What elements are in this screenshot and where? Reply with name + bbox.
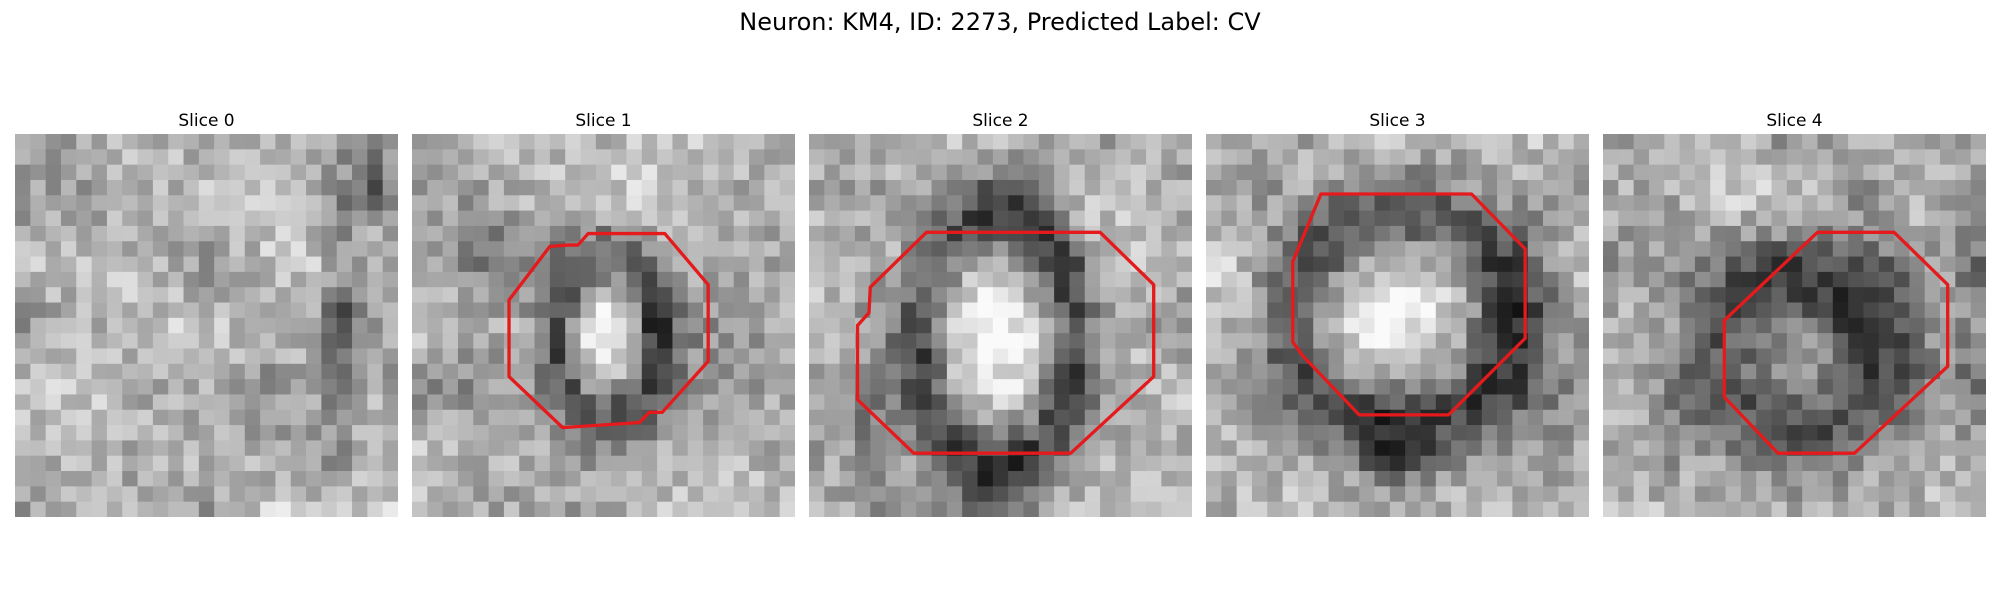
slice-image	[1206, 134, 1589, 517]
slice-title: Slice 1	[575, 111, 632, 131]
segmentation-contour	[1291, 192, 1527, 417]
segmentation-contour	[507, 231, 710, 430]
slice-panel-0: Slice 0	[15, 110, 398, 517]
slice-image	[412, 134, 795, 517]
slice-title: Slice 4	[1766, 111, 1823, 131]
pixel-grid	[412, 134, 795, 517]
slice-image	[809, 134, 1192, 517]
slice-panel-1: Slice 1	[412, 110, 795, 517]
slice-image	[15, 134, 398, 517]
slice-title: Slice 2	[972, 111, 1029, 131]
slice-title: Slice 0	[178, 111, 235, 131]
segmentation-contour	[855, 230, 1156, 455]
slice-panel-3: Slice 3	[1206, 110, 1589, 517]
slice-image	[1603, 134, 1986, 517]
pixel-grid	[1206, 134, 1589, 517]
pixel-grid	[15, 134, 398, 517]
pixel-grid	[1603, 134, 1986, 517]
slice-panel-2: Slice 2	[809, 110, 1192, 517]
slice-panel-4: Slice 4	[1603, 110, 1986, 517]
segmentation-contour	[1722, 230, 1950, 455]
slice-title: Slice 3	[1369, 111, 1426, 131]
figure-title: Neuron: KM4, ID: 2273, Predicted Label: …	[739, 8, 1261, 36]
pixel-grid	[809, 134, 1192, 517]
